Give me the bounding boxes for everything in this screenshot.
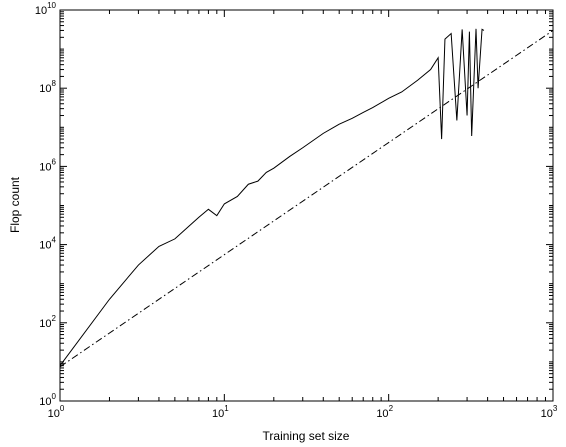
x-tick-label: 103 bbox=[541, 404, 558, 420]
series bbox=[59, 28, 554, 368]
ticks bbox=[59, 10, 553, 402]
series-line-measured bbox=[59, 28, 485, 366]
y-tick-label: 102 bbox=[39, 314, 56, 330]
y-tick-label: 106 bbox=[39, 157, 56, 173]
x-tick-label: 102 bbox=[376, 404, 393, 420]
x-tick-label: 100 bbox=[48, 404, 65, 420]
y-tick-label: 1010 bbox=[35, 1, 57, 17]
x-axis-label: Training set size bbox=[263, 429, 350, 443]
y-tick-label: 100 bbox=[39, 392, 56, 408]
y-axis-label: Flop count bbox=[8, 176, 22, 233]
x-tick-label: 101 bbox=[212, 404, 229, 420]
series-line-fit bbox=[59, 30, 554, 368]
y-tick-label: 104 bbox=[39, 236, 56, 252]
tick-labels: 100 101 102 103 100 102 104 106 108 1010 bbox=[35, 1, 558, 420]
y-tick-label: 108 bbox=[39, 79, 56, 95]
